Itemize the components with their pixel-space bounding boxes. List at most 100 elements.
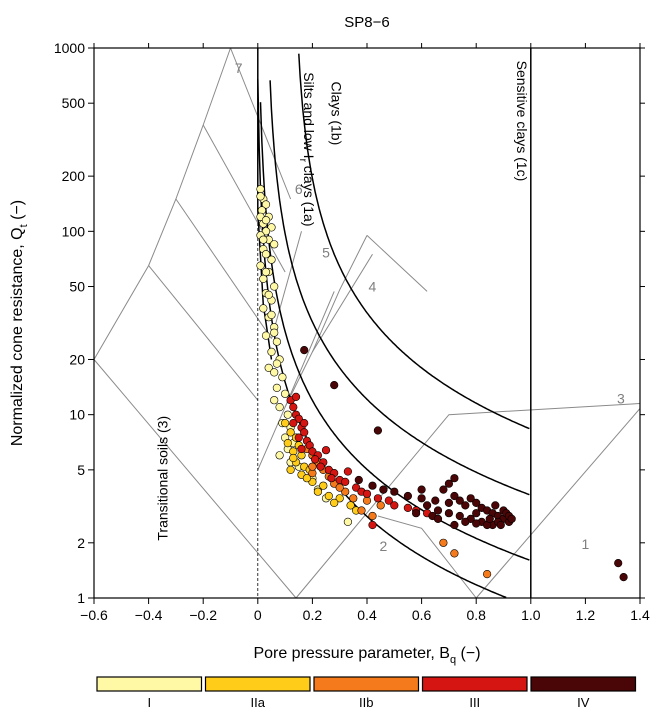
data-point-I — [270, 328, 279, 337]
data-point-IIa — [281, 419, 290, 428]
zone-boundary-line — [148, 265, 259, 401]
data-point-I — [267, 223, 276, 232]
data-point-I — [256, 185, 265, 194]
data-point-IIa — [283, 439, 292, 448]
data-point-I — [267, 255, 276, 264]
data-point-I — [261, 216, 271, 225]
data-point-IV — [450, 491, 459, 501]
data-point-IIb — [362, 496, 372, 505]
legend-swatch-III — [421, 676, 528, 692]
data-point-IV — [403, 491, 413, 501]
y-tick-label: 1000 — [54, 40, 85, 56]
data-point-I — [261, 331, 271, 340]
zone-boundary-line — [284, 291, 335, 408]
data-point-IIb — [341, 487, 350, 496]
zone-boundary-line — [366, 235, 428, 292]
data-point-IIb — [308, 462, 317, 471]
x-axis-label: Pore pressure parameter, Bq (−) — [253, 645, 480, 666]
data-point-I — [259, 274, 268, 284]
data-point-IIa — [319, 481, 328, 490]
data-point-I — [270, 282, 279, 291]
data-point-IIb — [439, 538, 448, 547]
data-point-I — [270, 396, 279, 405]
x-tick-label: 0.2 — [303, 607, 323, 623]
data-point-III — [403, 503, 413, 513]
data-point-III — [368, 520, 377, 530]
data-point-IV — [433, 506, 443, 515]
zone-label: 7 — [235, 60, 243, 76]
y-tick-label: 20 — [69, 351, 85, 367]
data-point-I — [272, 383, 282, 393]
data-point-III — [321, 446, 331, 455]
data-point-IV — [466, 494, 475, 503]
data-point-IV — [412, 509, 421, 518]
legend-swatch-IIb — [313, 676, 420, 692]
data-point-IV — [472, 519, 481, 528]
zone-boundary-line — [202, 124, 286, 273]
legend: I IIa IIb III IV — [96, 676, 637, 710]
data-point-IIa — [313, 487, 323, 496]
data-point-IV — [444, 479, 454, 488]
data-point-IIa — [286, 428, 295, 437]
data-point-IV — [431, 496, 440, 505]
x-tick-label: 0 — [254, 607, 262, 623]
data-point-IV — [330, 381, 339, 390]
data-point-I — [259, 304, 268, 313]
data-point-IIa — [324, 491, 333, 501]
data-point-III — [316, 462, 325, 471]
data-point-IIb — [368, 511, 377, 521]
silts-region-label: Silts and low Ir clays (1a) — [297, 72, 317, 226]
y-tick-label: 5 — [77, 462, 85, 478]
data-point-III — [289, 403, 298, 412]
data-point-IV — [390, 487, 399, 496]
data-point-IIa — [286, 465, 295, 475]
data-point-III — [294, 433, 303, 442]
zone-label: 5 — [322, 244, 330, 260]
data-point-IV — [444, 509, 454, 518]
data-point-IV — [450, 520, 459, 530]
y-tick-label: 2 — [77, 535, 85, 551]
data-point-IIb — [450, 549, 459, 558]
data-point-IV — [417, 494, 426, 503]
data-point-IIb — [357, 506, 366, 515]
legend-label: I — [147, 695, 151, 710]
data-point-III — [300, 419, 309, 428]
data-point-III — [352, 483, 361, 492]
region-label: Sensitive clays (1c) — [514, 61, 530, 182]
data-point-I — [261, 227, 271, 236]
data-point-IV — [439, 485, 448, 494]
data-point-III — [291, 392, 301, 402]
data-point-IV — [423, 501, 432, 510]
zone-boundary-line — [311, 253, 373, 353]
data-point-IV — [433, 514, 443, 524]
data-point-III — [362, 489, 372, 498]
data-point-I — [275, 451, 284, 460]
data-point-I — [270, 240, 279, 249]
data-point-III — [341, 477, 350, 487]
data-point-III — [373, 494, 383, 503]
y-tick-label: 50 — [69, 279, 85, 295]
data-point-IV — [472, 509, 481, 518]
x-tick-label: 0.4 — [357, 607, 377, 623]
y-tick-label: 100 — [62, 223, 86, 239]
data-point-I — [259, 235, 268, 244]
data-point-IV — [614, 558, 623, 568]
data-point-I — [272, 337, 282, 346]
data-point-III — [390, 501, 399, 510]
data-point-IV — [300, 346, 309, 355]
legend-swatch-I — [96, 676, 203, 692]
data-point-III — [297, 444, 306, 454]
zone-boundary-line — [271, 231, 302, 339]
data-point-I — [261, 250, 271, 259]
x-tick-label: 1.2 — [576, 607, 596, 623]
data-point-I — [343, 517, 353, 527]
zone-labels: 7 6 5 4 3 2 1 Clays (1b) Sensitive clays (1c) Tra… — [155, 60, 625, 554]
data-point-IIb — [349, 494, 358, 503]
y-tick-label: 10 — [69, 407, 85, 423]
data-point-IV — [455, 496, 464, 505]
data-point-I — [267, 310, 276, 320]
region-label: Clays (1b) — [329, 81, 345, 145]
data-point-I — [281, 389, 290, 398]
axes: −0.6 −0.4 −0.2 0 0.2 0.4 0.6 0.8 1.0 1.2 1.4 1 2 5 10 2… — [54, 40, 650, 623]
x-tick-label: 1.0 — [521, 607, 541, 623]
